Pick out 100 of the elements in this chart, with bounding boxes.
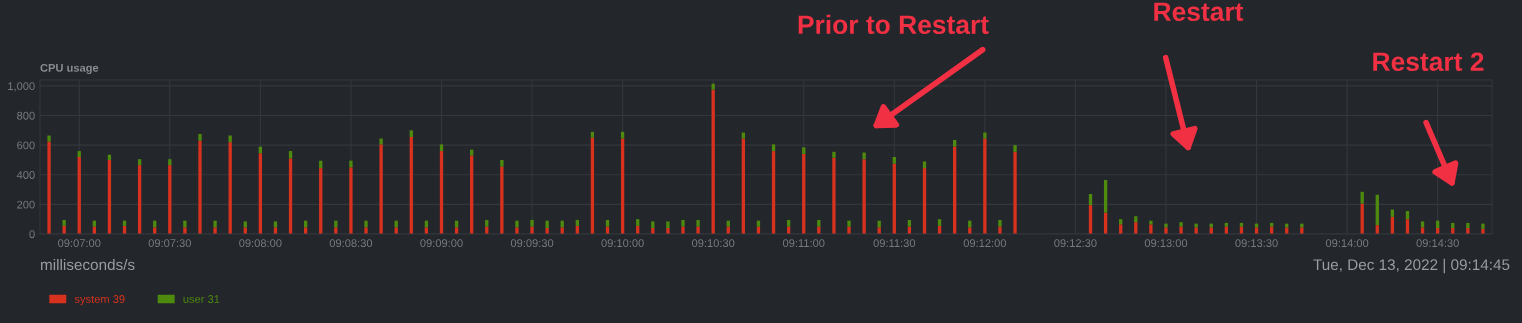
bar xyxy=(1239,222,1244,227)
bar xyxy=(47,141,51,234)
bar xyxy=(243,221,247,228)
bar xyxy=(817,219,821,227)
bar xyxy=(1134,216,1138,223)
legend-label: user 31 xyxy=(183,295,220,303)
bar xyxy=(983,132,987,139)
bar xyxy=(1164,227,1168,234)
bar xyxy=(907,219,912,227)
bar xyxy=(756,220,761,227)
bar xyxy=(500,159,504,167)
bar xyxy=(515,220,519,228)
x-tick-label: 09:13:00 xyxy=(1144,239,1188,248)
bar xyxy=(666,221,670,229)
bar xyxy=(62,225,66,234)
bar xyxy=(741,138,746,234)
bar xyxy=(575,219,579,226)
y-tick-label: 600 xyxy=(17,141,35,150)
legend-label: system 39 xyxy=(74,295,125,306)
bar xyxy=(62,219,66,226)
bar xyxy=(515,227,519,234)
bar xyxy=(183,227,187,234)
bar xyxy=(379,144,383,234)
bar xyxy=(198,140,202,234)
bar xyxy=(168,159,172,166)
text: Prior to Restart xyxy=(798,14,989,35)
bar xyxy=(847,226,851,234)
bar xyxy=(500,166,504,234)
bar xyxy=(288,158,293,234)
bar xyxy=(364,220,368,228)
chart-title: CPU usage xyxy=(40,63,99,75)
bar xyxy=(349,167,353,234)
bar xyxy=(636,219,640,226)
bar xyxy=(1420,221,1425,228)
y-tick-label: 400 xyxy=(16,171,35,179)
bar xyxy=(213,220,217,228)
bar xyxy=(696,226,700,234)
bar xyxy=(651,221,655,229)
bar xyxy=(530,219,534,227)
bar xyxy=(1466,228,1470,234)
bar xyxy=(92,220,96,227)
bar xyxy=(1013,151,1017,234)
bar xyxy=(726,220,730,227)
bar xyxy=(892,157,896,164)
bar xyxy=(364,227,368,234)
bar xyxy=(228,142,232,234)
y-tick-label: 800 xyxy=(17,111,35,120)
text: Restart xyxy=(1154,2,1244,22)
x-tick-label: 09:10:00 xyxy=(601,239,644,248)
bar xyxy=(1179,226,1183,234)
bar xyxy=(953,139,957,147)
bar xyxy=(258,153,263,234)
bar xyxy=(530,226,534,234)
bar xyxy=(862,159,866,234)
bar xyxy=(1481,223,1485,229)
bar xyxy=(198,134,202,141)
bar xyxy=(711,83,715,90)
bar xyxy=(832,157,836,234)
x-tick-label: 09:08:00 xyxy=(239,239,282,248)
bar xyxy=(711,89,715,234)
bar xyxy=(1269,222,1274,227)
x-tick-label: 09:07:00 xyxy=(58,239,101,248)
bar xyxy=(937,219,942,226)
bar xyxy=(802,147,806,155)
x-tick-label: 09:07:30 xyxy=(148,239,191,248)
text: Restart 2 xyxy=(1373,52,1484,72)
bar xyxy=(137,159,142,166)
bar xyxy=(1149,220,1153,225)
bar xyxy=(590,131,595,138)
x-tick-label: 09:11:30 xyxy=(873,239,916,248)
bar xyxy=(847,220,851,227)
bar xyxy=(1466,222,1470,229)
bar xyxy=(605,219,610,227)
bar xyxy=(1481,228,1485,234)
bar xyxy=(1013,145,1017,152)
x-tick-label: 09:08:30 xyxy=(329,239,373,248)
bar xyxy=(409,130,413,138)
x-tick-label: 09:10:30 xyxy=(691,239,735,248)
bar xyxy=(832,151,836,158)
bar xyxy=(1179,222,1183,227)
bar xyxy=(681,226,685,234)
bar xyxy=(213,227,217,234)
bar xyxy=(1149,224,1153,234)
bar xyxy=(983,138,987,234)
bar xyxy=(47,135,51,142)
bar xyxy=(439,144,444,152)
bar xyxy=(696,219,700,227)
y-tick-label: 200 xyxy=(17,200,35,209)
x-tick-label: 09:12:00 xyxy=(963,239,1007,248)
bar xyxy=(922,161,927,169)
bar xyxy=(998,219,1002,227)
bar xyxy=(470,149,474,156)
bar xyxy=(666,228,670,234)
x-tick-label: 09:14:00 xyxy=(1325,239,1369,248)
bar xyxy=(545,220,549,229)
bar xyxy=(862,152,866,160)
bar xyxy=(485,219,489,227)
bar xyxy=(1103,179,1108,213)
text: milliseconds/s xyxy=(41,258,135,271)
bar xyxy=(545,228,549,234)
